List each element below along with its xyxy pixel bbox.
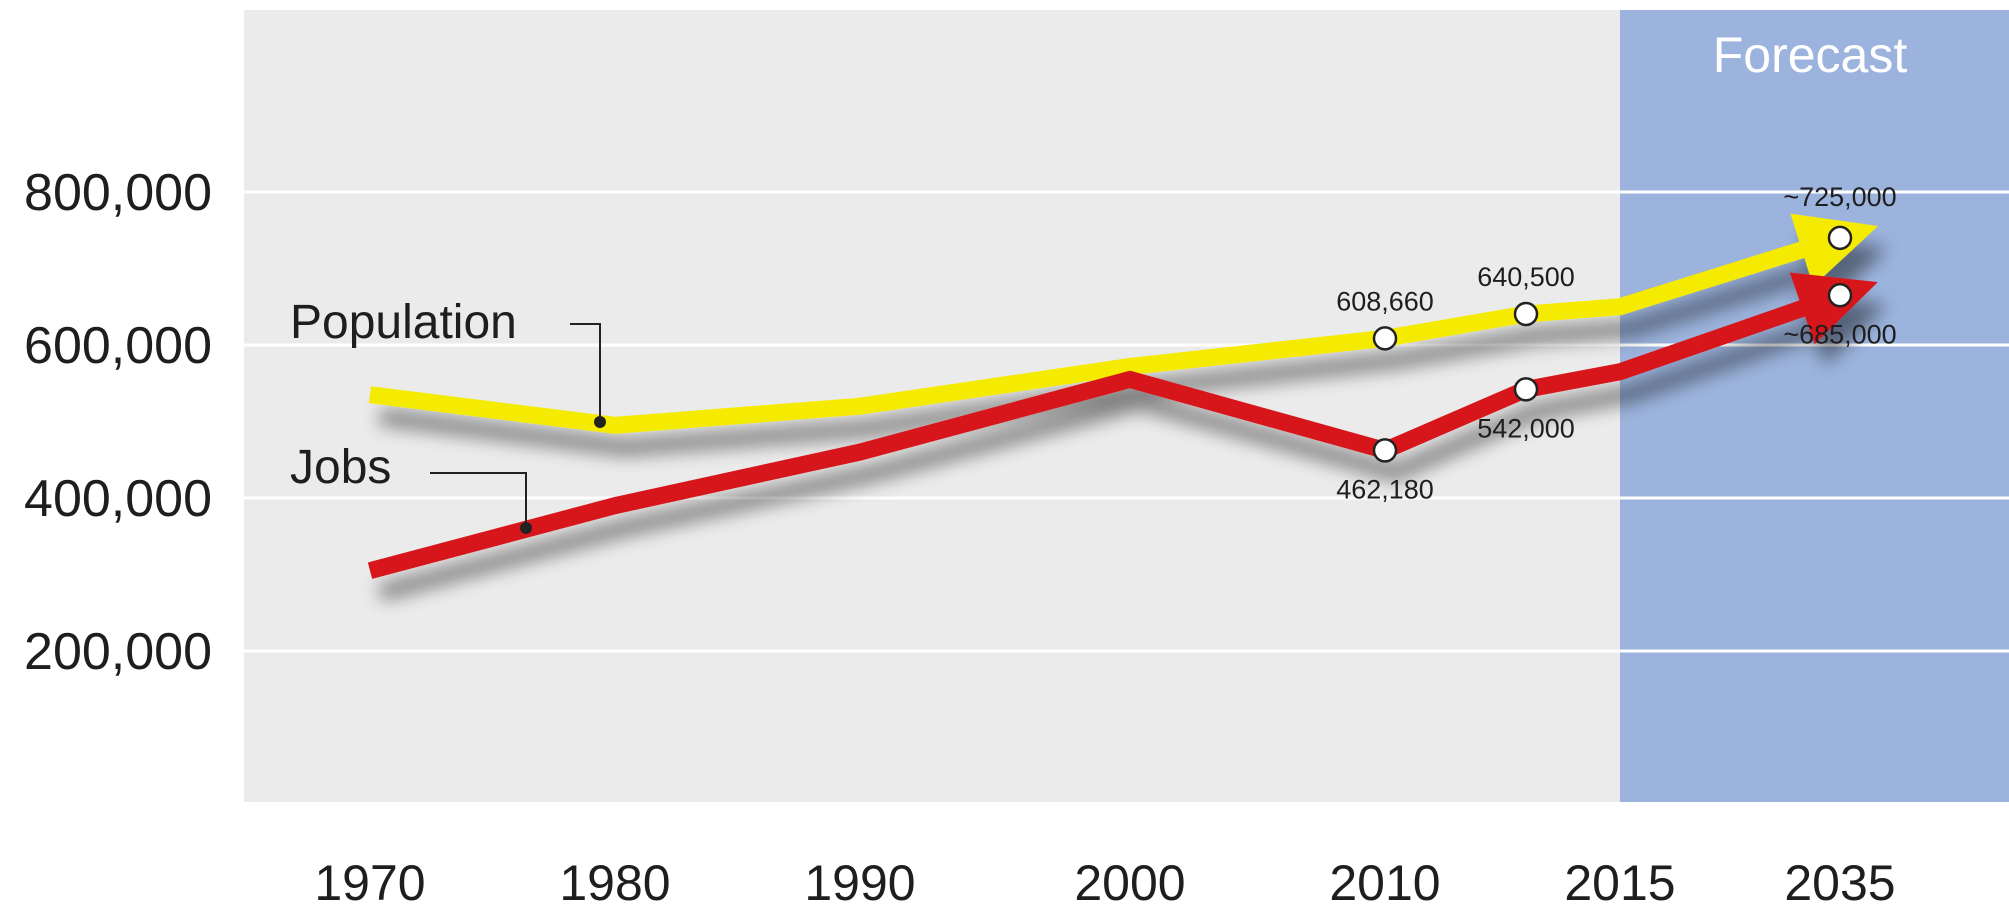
data-label-population-4: 608,660	[1336, 286, 1434, 316]
series-label-jobs: Jobs	[290, 441, 391, 494]
x-tick-label-2: 1990	[804, 855, 915, 908]
data-label-population-7: ~725,000	[1783, 182, 1896, 212]
marker-population-4	[1374, 327, 1396, 349]
x-tick-label-3: 2000	[1074, 855, 1185, 908]
data-label-jobs-5: 542,000	[1477, 413, 1575, 443]
x-tick-label-4: 2010	[1329, 855, 1440, 908]
marker-jobs-5	[1515, 378, 1537, 400]
y-tick-label-0: 200,000	[24, 623, 212, 681]
x-tick-label-5: 2015	[1564, 855, 1675, 908]
marker-jobs-4	[1374, 439, 1396, 461]
leader-dot-population	[594, 416, 606, 428]
x-tick-label-0: 1970	[314, 855, 425, 908]
marker-population-7	[1829, 227, 1851, 249]
x-tick-label-6: 2035	[1784, 855, 1895, 908]
data-label-population-5: 640,500	[1477, 262, 1575, 292]
series-label-population: Population	[290, 296, 517, 349]
forecast-region	[1620, 10, 2009, 804]
marker-jobs-7	[1829, 284, 1851, 306]
y-tick-label-2: 600,000	[24, 317, 212, 375]
data-label-jobs-7: ~685,000	[1783, 319, 1896, 349]
y-tick-label-1: 400,000	[24, 470, 212, 528]
x-axis-ticks: 1970 1980 1990 2000 2010 2015 2035	[314, 855, 1895, 908]
y-axis-ticks: 200,000 400,000 600,000 800,000	[24, 164, 212, 681]
marker-population-5	[1515, 303, 1537, 325]
forecast-label: Forecast	[1713, 27, 1908, 83]
leader-dot-jobs	[520, 522, 532, 534]
x-tick-label-1: 1980	[559, 855, 670, 908]
y-tick-label-3: 800,000	[24, 164, 212, 222]
data-label-jobs-4: 462,180	[1336, 474, 1434, 504]
